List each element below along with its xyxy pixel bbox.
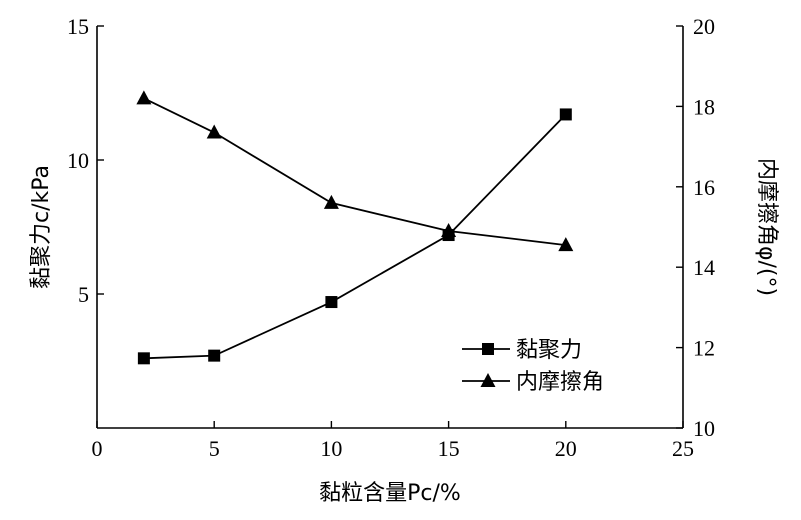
x-tick-label: 0 (92, 436, 103, 461)
data-point (136, 90, 152, 105)
data-point (323, 194, 339, 209)
plot-frame (96, 26, 684, 429)
series-line (143, 97, 566, 246)
data-point (441, 223, 457, 238)
right-y-tick-label: 20 (693, 14, 715, 39)
series-1 (137, 108, 572, 365)
series-layer (136, 90, 574, 365)
legend-item: 内摩擦角 (462, 370, 604, 395)
x-axis-title: 黏粒含量Pc/% (319, 481, 461, 506)
right-y-tick-label: 10 (693, 416, 715, 441)
left-y-axis-ticks: 5 10 15 (67, 14, 104, 307)
right-y-tick-label: 16 (693, 175, 715, 200)
x-tick-label: 20 (555, 436, 577, 461)
legend-item: 黏聚力 (462, 338, 582, 363)
x-tick-label: 5 (209, 436, 220, 461)
right-y-tick-label: 18 (693, 94, 715, 119)
right-y-tick-label: 14 (693, 255, 715, 280)
x-tick-label: 15 (438, 436, 460, 461)
data-point (208, 349, 221, 362)
data-point (206, 124, 222, 139)
series-2 (136, 90, 574, 252)
right-y-axis-title: 内摩擦角φ/(°) (754, 158, 779, 296)
legend-marker (482, 343, 494, 355)
legend-label: 内摩擦角 (516, 370, 604, 395)
x-tick-label: 10 (320, 436, 342, 461)
data-point (559, 108, 572, 121)
left-y-tick-label: 10 (67, 148, 89, 173)
data-point (137, 352, 150, 365)
left-y-tick-label: 15 (67, 14, 89, 39)
legend-label: 黏聚力 (516, 338, 582, 363)
x-tick-label: 25 (672, 436, 694, 461)
data-point (558, 237, 574, 252)
left-y-tick-label: 5 (78, 282, 89, 307)
left-y-axis-title: 黏聚力c/kPa (29, 165, 54, 289)
right-y-tick-label: 12 (693, 336, 715, 361)
legend-marker (480, 373, 496, 387)
x-axis-ticks: 0 5 10 15 20 25 (92, 421, 694, 461)
right-y-axis-ticks: 10 12 14 16 18 20 (676, 14, 715, 441)
series-line (143, 113, 567, 360)
data-point (325, 296, 338, 309)
